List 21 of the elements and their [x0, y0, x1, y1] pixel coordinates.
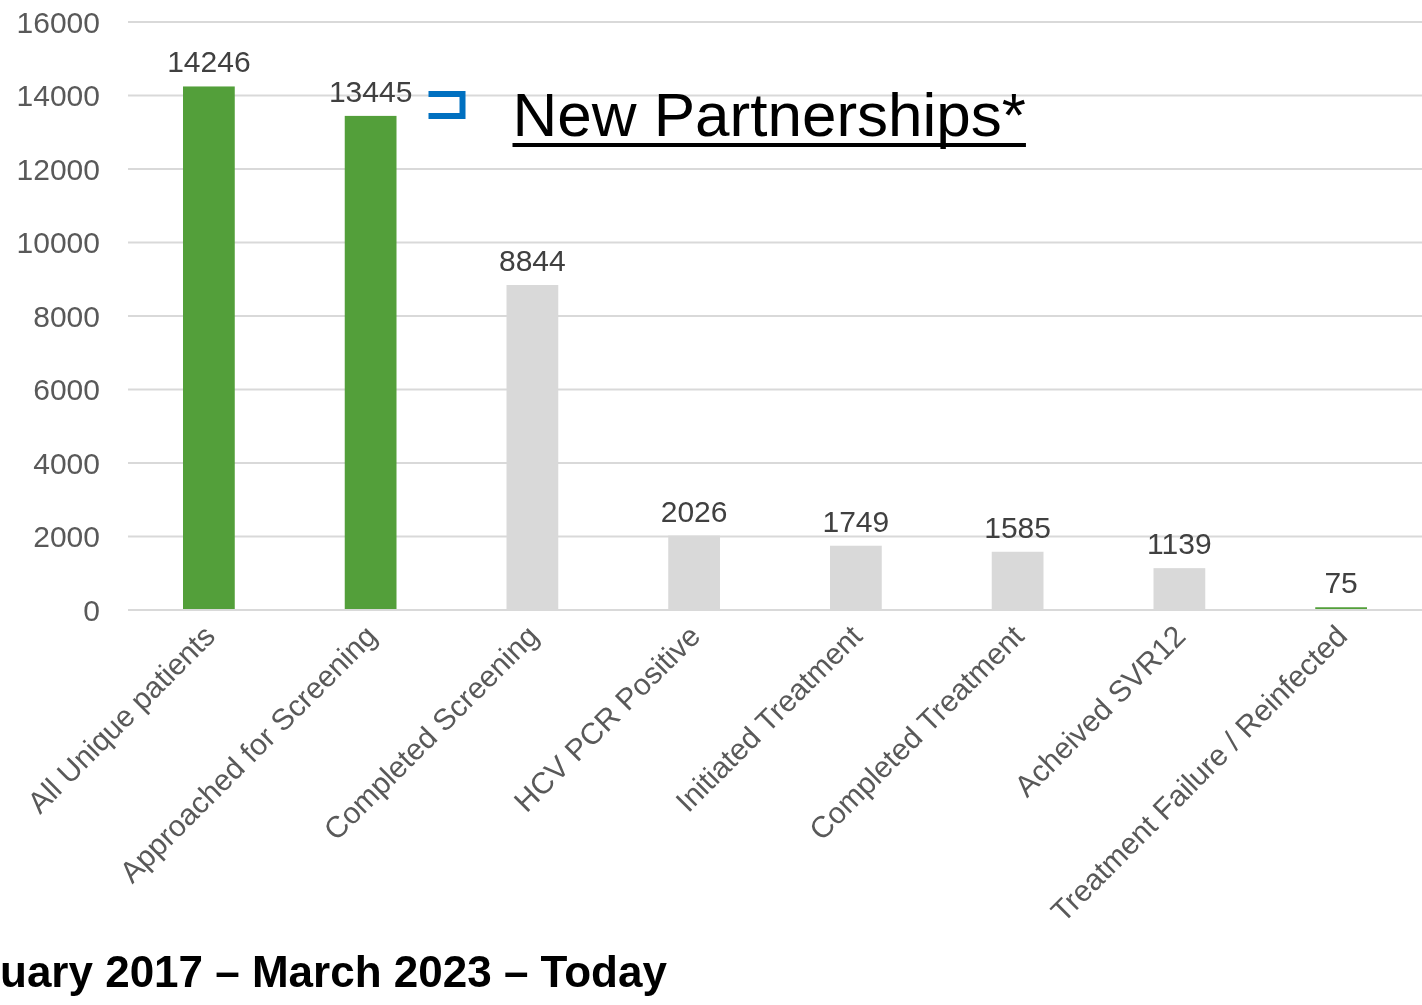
- data-label: 1139: [1147, 527, 1212, 561]
- y-tick-label: 16000: [16, 5, 100, 39]
- y-tick-label: 8000: [33, 299, 100, 333]
- y-tick-label: 6000: [33, 373, 100, 406]
- data-label: 1749: [822, 504, 890, 538]
- text: uary 2017 – March 2023 – Today: [0, 947, 668, 996]
- y-tick-label: 2000: [33, 520, 100, 553]
- y-tick-label: 14000: [16, 79, 100, 112]
- data-label: 75: [1324, 566, 1358, 600]
- y-tick-label: 4000: [33, 446, 100, 480]
- bar: [344, 115, 397, 610]
- data-label: 8844: [499, 243, 566, 277]
- data-label: 2026: [660, 494, 728, 528]
- data-label: 14246: [167, 45, 251, 79]
- y-tick-label: 0: [83, 593, 100, 627]
- y-tick-label: 10000: [16, 226, 100, 259]
- data-label: 13445: [328, 74, 413, 108]
- y-tick-label: 12000: [16, 152, 100, 186]
- data-label: 1585: [984, 510, 1051, 544]
- bar: [183, 86, 235, 610]
- annotation: New Partnerships*: [512, 79, 1026, 149]
